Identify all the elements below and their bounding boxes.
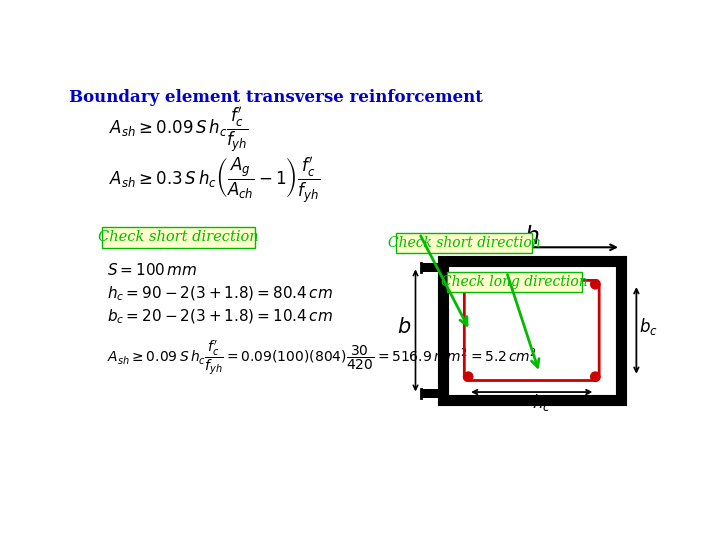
Text: $A_{sh} \geq 0.09\, S\, h_c \dfrac{f_c^{\prime}}{f_{yh}} = 0.09(100)(804)\dfrac{: $A_{sh} \geq 0.09\, S\, h_c \dfrac{f_c^{… bbox=[107, 338, 537, 377]
Circle shape bbox=[590, 372, 600, 381]
Text: $b_c = 20 - 2(3 + 1.8) = 10.4\,cm$: $b_c = 20 - 2(3 + 1.8) = 10.4\,cm$ bbox=[107, 307, 333, 326]
Text: $A_{sh} \geq 0.3\, S\, h_c \left(\dfrac{A_g}{A_{ch}} - 1\right)\dfrac{f_c^{\prim: $A_{sh} \geq 0.3\, S\, h_c \left(\dfrac{… bbox=[109, 156, 320, 205]
Bar bbox=[446, 272, 582, 292]
Text: $b$: $b$ bbox=[397, 316, 411, 336]
Text: $b_c$: $b_c$ bbox=[639, 316, 658, 337]
Bar bbox=[421, 389, 443, 398]
Text: Boundary element transverse reinforcement: Boundary element transverse reinforcemen… bbox=[69, 90, 483, 106]
Text: $h_c = 90 - 2(3 + 1.8) = 80.4\,cm$: $h_c = 90 - 2(3 + 1.8) = 80.4\,cm$ bbox=[107, 284, 333, 303]
Text: $S = 100\,mm$: $S = 100\,mm$ bbox=[107, 262, 198, 279]
Text: Check short direction: Check short direction bbox=[98, 230, 258, 244]
Bar bbox=[443, 261, 621, 400]
Bar bbox=[421, 262, 443, 272]
Text: $A_{sh} \geq 0.09\, S\, h_c \dfrac{f_c^{\prime}}{f_{yh}}$: $A_{sh} \geq 0.09\, S\, h_c \dfrac{f_c^{… bbox=[109, 105, 249, 155]
Circle shape bbox=[464, 280, 473, 289]
Bar bbox=[102, 226, 255, 248]
Bar bbox=[396, 233, 532, 253]
Text: $h$: $h$ bbox=[524, 225, 539, 248]
Text: $h_c$: $h_c$ bbox=[531, 393, 550, 413]
Text: Check short direction: Check short direction bbox=[387, 237, 540, 251]
Circle shape bbox=[464, 372, 473, 381]
Circle shape bbox=[590, 280, 600, 289]
Text: Check long direction: Check long direction bbox=[441, 275, 588, 289]
